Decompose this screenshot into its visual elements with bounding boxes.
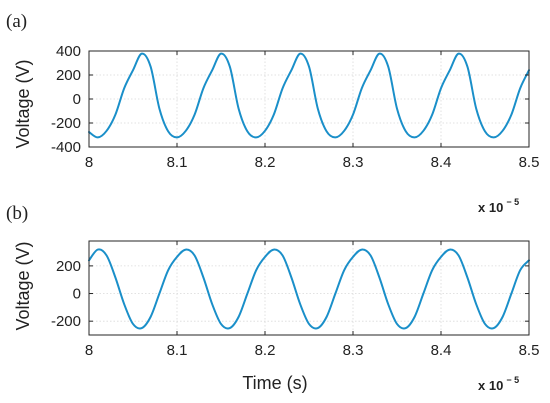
x-tick-label-b-4: 8.4 xyxy=(431,342,452,359)
x-multiplier-exponent-a: − 5 xyxy=(506,197,519,207)
x-tick-label-a-4: 8.4 xyxy=(431,154,452,171)
grid-b xyxy=(89,241,529,335)
x-multiplier-exponent-b: − 5 xyxy=(506,375,519,385)
ticks-b xyxy=(88,241,530,335)
x-tick-label-b-5: 8.5 xyxy=(519,342,540,359)
y-tick-label-b-2: -200 xyxy=(51,313,81,330)
chart-panel-a: (a) Voltage (V) 8 8.1 8.2 8.3 8.4 8.5 400 200 0… xyxy=(6,11,539,215)
x-tick-label-a-2: 8.2 xyxy=(255,154,276,171)
panel-label-b: (b) xyxy=(6,203,28,224)
y-axis-title-b: Voltage (V) xyxy=(13,241,33,330)
y-tick-label-b-0: 200 xyxy=(56,258,81,275)
y-tick-labels-b: 200 0 -200 xyxy=(51,258,81,330)
chart-panel-b: (b) Voltage (V) 8 8.1 8.2 8.3 8.4 8.5 200 0 -20… xyxy=(6,203,539,393)
x-tick-label-b-1: 8.1 xyxy=(167,342,188,359)
x-tick-label-b-2: 8.2 xyxy=(255,342,276,359)
x-tick-labels-b: 8 8.1 8.2 8.3 8.4 8.5 xyxy=(85,342,540,359)
x-multiplier-b: x 10− 5 xyxy=(478,375,519,393)
voltage-line-b xyxy=(88,248,530,330)
x-tick-label-b-3: 8.3 xyxy=(343,342,364,359)
y-tick-label-a-4: -400 xyxy=(51,139,81,156)
y-tick-labels-a: 400 200 0 -200 -400 xyxy=(51,43,81,156)
plot-frame-b xyxy=(88,240,530,336)
x-tick-label-a-0: 8 xyxy=(85,154,93,171)
x-multiplier-base-a: x 10 xyxy=(478,200,503,215)
y-tick-label-a-2: 0 xyxy=(73,91,81,108)
x-tick-label-b-0: 8 xyxy=(85,342,93,359)
x-multiplier-base-b: x 10 xyxy=(478,378,503,393)
ticks-a xyxy=(88,50,530,148)
y-tick-label-a-1: 200 xyxy=(56,67,81,84)
y-tick-label-a-3: -200 xyxy=(51,115,81,132)
x-tick-labels-a: 8 8.1 8.2 8.3 8.4 8.5 xyxy=(85,154,540,171)
y-tick-label-a-0: 400 xyxy=(56,43,81,60)
y-tick-label-b-1: 0 xyxy=(73,286,81,303)
x-tick-label-a-1: 8.1 xyxy=(167,154,188,171)
x-tick-label-a-3: 8.3 xyxy=(343,154,364,171)
panel-label-a: (a) xyxy=(6,11,27,32)
x-tick-label-a-5: 8.5 xyxy=(519,154,540,171)
voltage-line-a xyxy=(88,52,530,139)
x-axis-title-b: Time (s) xyxy=(242,373,307,393)
y-axis-title-a: Voltage (V) xyxy=(13,59,33,148)
x-multiplier-a: x 10− 5 xyxy=(478,197,519,215)
